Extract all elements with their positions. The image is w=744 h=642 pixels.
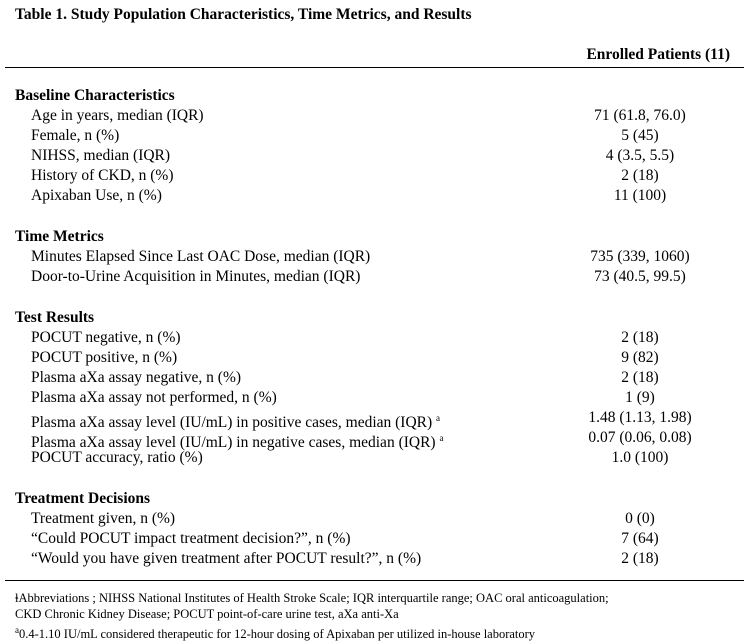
label-text: “Would you have given treatment after PO… [31, 550, 422, 567]
footnote-marker: a [436, 413, 441, 423]
row-value: 71 (61.8, 76.0) [594, 107, 686, 124]
row-value: 7 (64) [621, 530, 659, 547]
label-text: History of CKD, n (%) [31, 167, 174, 184]
label-text: Plasma aXa assay level (IU/mL) in negati… [31, 434, 436, 452]
row-label: Plasma aXa assay level (IU/mL) in negati… [31, 429, 443, 452]
label-text: POCUT positive, n (%) [31, 349, 178, 366]
row-value: 0.07 (0.06, 0.08) [588, 429, 692, 446]
footnote-line: ⱡAbbreviations ; NIHSS National Institut… [15, 591, 609, 605]
label-text: POCUT accuracy, ratio (%) [31, 449, 203, 466]
footnote-text: 0.4-1.10 IU/mL considered therapeutic fo… [19, 627, 536, 642]
label-text: Minutes Elapsed Since Last OAC Dose, med… [31, 248, 371, 265]
row-label: NIHSS, median (IQR) [31, 147, 170, 165]
row-label: “Could POCUT impact treatment decision?”… [31, 530, 351, 548]
label-text: NIHSS, median (IQR) [31, 147, 171, 164]
row-label: History of CKD, n (%) [31, 167, 174, 185]
section-heading: Test Results [15, 309, 95, 326]
rule [5, 67, 744, 68]
row-value: 73 (40.5, 99.5) [594, 268, 686, 285]
column-header: Enrolled Patients (11) [586, 46, 730, 63]
row-label: Plasma aXa assay negative, n (%) [31, 369, 241, 387]
row-label: Plasma aXa assay level (IU/mL) in positi… [31, 409, 440, 432]
row-label: Minutes Elapsed Since Last OAC Dose, med… [31, 248, 370, 266]
label-text: Door-to-Urine Acquisition in Minutes, me… [31, 268, 361, 285]
row-value: 5 (45) [621, 127, 659, 144]
label-text: Plasma aXa assay not performed, n (%) [31, 389, 277, 406]
row-label: Female, n (%) [31, 127, 119, 145]
label-text: Apixaban Use, n (%) [31, 187, 162, 204]
section-heading: Treatment Decisions [15, 490, 151, 507]
row-value: 0 (0) [625, 510, 655, 527]
label-text: Treatment given, n (%) [31, 510, 176, 527]
label-text: Plasma aXa assay level (IU/mL) in positi… [31, 414, 433, 432]
footnote-line: CKD Chronic Kidney Disease; POCUT point-… [15, 607, 399, 621]
footnote-line: a0.4-1.10 IU/mL considered therapeutic f… [15, 622, 535, 642]
row-label: Age in years, median (IQR) [31, 107, 204, 125]
table-title: Table 1. Study Population Characteristic… [15, 6, 472, 23]
row-label: POCUT positive, n (%) [31, 349, 177, 367]
row-label: POCUT negative, n (%) [31, 329, 181, 347]
row-value: 735 (339, 1060) [590, 248, 690, 265]
row-label: Plasma aXa assay not performed, n (%) [31, 389, 277, 407]
section-heading: Baseline Characteristics [15, 87, 175, 104]
label-text: “Could POCUT impact treatment decision?”… [31, 530, 351, 547]
row-label: “Would you have given treatment after PO… [31, 550, 421, 568]
row-value: 1.48 (1.13, 1.98) [588, 409, 692, 426]
row-value: 4 (3.5, 5.5) [605, 147, 675, 164]
footnote-marker: a [15, 625, 19, 635]
row-value: 2 (18) [621, 369, 659, 386]
row-value: 2 (18) [621, 550, 659, 567]
row-value: 1.0 (100) [611, 449, 669, 466]
row-value: 2 (18) [621, 329, 659, 346]
label-text: Female, n (%) [31, 127, 120, 144]
row-label: Door-to-Urine Acquisition in Minutes, me… [31, 268, 360, 286]
row-value: 9 (82) [621, 349, 659, 366]
rule [5, 580, 744, 581]
row-value: 2 (18) [621, 167, 659, 184]
section-heading: Time Metrics [15, 228, 104, 245]
label-text: Age in years, median (IQR) [31, 107, 204, 124]
row-label: POCUT accuracy, ratio (%) [31, 449, 203, 467]
label-text: Plasma aXa assay negative, n (%) [31, 369, 242, 386]
row-label: Treatment given, n (%) [31, 510, 175, 528]
row-value: 11 (100) [613, 187, 667, 204]
label-text: POCUT negative, n (%) [31, 329, 181, 346]
row-value: 1 (9) [625, 389, 655, 406]
row-label: Apixaban Use, n (%) [31, 187, 162, 205]
footnote-marker: a [439, 433, 444, 443]
